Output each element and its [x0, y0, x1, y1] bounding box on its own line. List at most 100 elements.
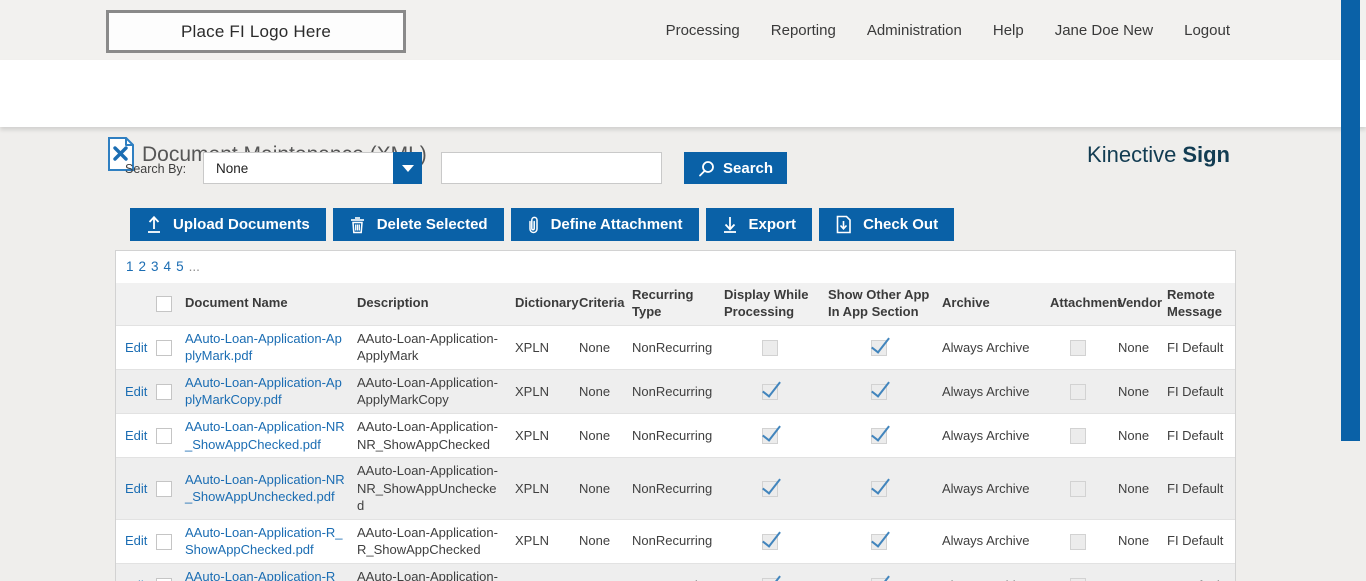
table-row: Edit AAuto-Loan-Application-R_ShowAppUnc… — [116, 563, 1235, 581]
search-input[interactable] — [441, 152, 662, 184]
display-while-processing-checkbox[interactable] — [762, 481, 778, 498]
row-select-checkbox[interactable] — [156, 534, 172, 551]
search-button-label: Search — [723, 159, 774, 177]
document-name-link[interactable]: AAuto-Loan-Application-NR_ShowAppUncheck… — [185, 471, 345, 505]
show-other-app-checkbox[interactable] — [871, 428, 887, 445]
vertical-scrollbar-thumb[interactable] — [1341, 0, 1360, 441]
display-while-processing-checkbox[interactable] — [762, 340, 778, 357]
edit-link[interactable]: Edit — [125, 480, 148, 496]
search-by-select[interactable]: None — [203, 152, 422, 184]
remote-message-cell: FI Default — [1167, 533, 1224, 549]
document-name-link[interactable]: AAuto-Loan-Application-R_ShowAppUnchecke… — [185, 568, 343, 581]
display-while-processing-checkbox[interactable] — [762, 534, 778, 551]
check-out-button[interactable]: Check Out — [819, 208, 955, 241]
upload-icon — [146, 215, 162, 234]
attachment-checkbox[interactable] — [1070, 578, 1086, 581]
remote-message-cell: FI Default — [1167, 383, 1224, 399]
table-row: Edit AAuto-Loan-Application-ApplyMark.pd… — [116, 325, 1235, 370]
col-archive: Archive — [942, 295, 990, 311]
check-out-label: Check Out — [863, 216, 939, 233]
show-other-app-checkbox[interactable] — [871, 340, 887, 357]
export-button[interactable]: Export — [705, 208, 813, 241]
vendor-cell: None — [1118, 339, 1150, 355]
recurring-type-cell: NonRecurring — [632, 339, 713, 355]
document-name-link[interactable]: AAuto-Loan-Application-NR_ShowAppChecked… — [185, 418, 345, 452]
upload-documents-label: Upload Documents — [173, 216, 310, 233]
row-select-checkbox[interactable] — [156, 340, 172, 357]
dictionary-cell: XPLN — [515, 383, 549, 399]
page-link-1[interactable]: 1 — [126, 259, 134, 274]
display-while-processing-checkbox[interactable] — [762, 428, 778, 445]
select-all-checkbox[interactable] — [156, 296, 172, 312]
select-all-header — [149, 283, 179, 325]
pagination-ellipsis: ... — [188, 259, 200, 274]
row-select-checkbox[interactable] — [156, 428, 172, 445]
upload-documents-button[interactable]: Upload Documents — [130, 208, 326, 241]
nav-item-administration[interactable]: Administration — [866, 21, 962, 39]
archive-cell: Always Archive — [942, 480, 1030, 496]
search-by-label: Search By: — [125, 162, 187, 176]
col-vendor: Vendor — [1118, 295, 1163, 311]
show-other-app-checkbox[interactable] — [871, 481, 887, 498]
document-name-link[interactable]: AAuto-Loan-Application-ApplyMarkCopy.pdf — [185, 374, 342, 408]
edit-link[interactable]: Edit — [125, 578, 147, 581]
page-link-4[interactable]: 4 — [163, 259, 172, 274]
remote-message-cell: FI Default — [1167, 339, 1224, 355]
row-select-checkbox[interactable] — [156, 578, 172, 581]
remote-message-cell: FI Default — [1167, 480, 1224, 496]
dictionary-cell: XPLN — [515, 339, 549, 355]
brand-suffix: Sign — [1182, 142, 1230, 167]
nav-item-user[interactable]: Jane Doe New — [1054, 21, 1154, 39]
delete-selected-label: Delete Selected — [376, 216, 488, 233]
show-other-app-checkbox[interactable] — [871, 534, 887, 551]
show-other-app-checkbox[interactable] — [871, 578, 887, 581]
archive-cell: Always Archive — [942, 427, 1030, 443]
edit-link[interactable]: Edit — [125, 383, 148, 399]
attachment-checkbox[interactable] — [1070, 384, 1086, 401]
documents-table-card: 1 2 3 4 5... Document Name Description Dicti… — [115, 250, 1236, 581]
define-attachment-button[interactable]: Define Attachment — [510, 208, 699, 241]
delete-selected-button[interactable]: Delete Selected — [332, 208, 504, 241]
select-dropdown-button[interactable] — [393, 152, 422, 184]
edit-link[interactable]: Edit — [125, 427, 148, 443]
description-cell: AAuto-Loan-Application-NR_ShowAppUncheck… — [357, 463, 498, 514]
nav-item-reporting[interactable]: Reporting — [770, 21, 836, 39]
row-select-checkbox[interactable] — [156, 384, 172, 401]
document-name-link[interactable]: AAuto-Loan-Application-ApplyMark.pdf — [185, 330, 342, 364]
criteria-cell: None — [579, 383, 611, 399]
document-name-link[interactable]: AAuto-Loan-Application-R_ShowAppChecked.… — [185, 524, 343, 558]
col-show-other-app: Show Other App In App Section — [828, 287, 930, 319]
table-row: Edit AAuto-Loan-Application-ApplyMarkCop… — [116, 369, 1235, 414]
page-link-5[interactable]: 5 — [176, 259, 184, 274]
main-nav: Processing Reporting Administration Help… — [666, 0, 1230, 60]
document-tools-icon — [106, 136, 136, 177]
show-other-app-checkbox[interactable] — [871, 384, 887, 401]
vendor-cell: None — [1118, 480, 1150, 496]
table-row: Edit AAuto-Loan-Application-R_ShowAppChe… — [116, 519, 1235, 564]
nav-item-help[interactable]: Help — [992, 21, 1024, 39]
page-link-3[interactable]: 3 — [151, 259, 159, 274]
col-display-while-processing: Display While Processing — [724, 287, 809, 319]
col-dictionary: Dictionary — [515, 295, 579, 311]
dictionary-cell: XPLN — [515, 427, 549, 443]
attachment-checkbox[interactable] — [1070, 340, 1086, 357]
page-link-2[interactable]: 2 — [138, 259, 147, 274]
criteria-cell: None — [579, 533, 611, 549]
display-while-processing-checkbox[interactable] — [762, 384, 778, 401]
vendor-cell: None — [1118, 383, 1150, 399]
attachment-checkbox[interactable] — [1070, 481, 1086, 498]
nav-item-processing[interactable]: Processing — [665, 21, 740, 39]
row-select-checkbox[interactable] — [156, 481, 172, 498]
edit-link[interactable]: Edit — [125, 533, 148, 549]
edit-link[interactable]: Edit — [125, 339, 148, 355]
display-while-processing-checkbox[interactable] — [762, 578, 778, 581]
col-criteria: Criteria — [579, 295, 625, 311]
dictionary-cell: XPLN — [515, 533, 549, 549]
download-icon — [722, 215, 738, 234]
attachment-checkbox[interactable] — [1070, 534, 1086, 551]
attachment-checkbox[interactable] — [1070, 428, 1086, 445]
nav-item-logout[interactable]: Logout — [1184, 21, 1230, 39]
search-button[interactable]: Search — [684, 152, 788, 184]
recurring-type-cell: NonRecurring — [632, 533, 713, 549]
